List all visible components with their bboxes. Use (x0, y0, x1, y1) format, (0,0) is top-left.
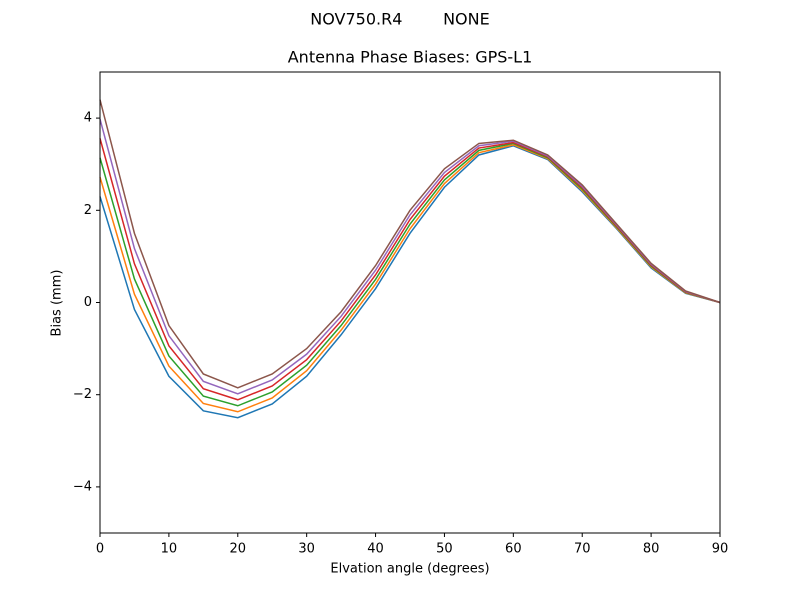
x-tick-label: 70 (574, 542, 591, 557)
y-tick-label: 0 (84, 295, 92, 310)
x-tick-label: 30 (298, 542, 315, 557)
x-tick-label: 80 (643, 542, 660, 557)
x-axis-label: Elvation angle (degrees) (330, 562, 489, 577)
x-tick-label: 0 (96, 542, 104, 557)
x-tick-label: 20 (230, 542, 247, 557)
data-line (99, 99, 721, 389)
y-tick-label: 2 (84, 203, 92, 218)
x-tick-label: 60 (505, 542, 522, 557)
x-tick-label: 50 (436, 542, 453, 557)
y-tick-label: −2 (73, 387, 92, 402)
y-axis-label: Bias (mm) (50, 270, 65, 337)
plot-frame (99, 71, 721, 534)
x-tick-label: 10 (161, 542, 178, 557)
x-tick-label: 40 (367, 542, 384, 557)
x-tick-label: 90 (712, 542, 729, 557)
y-tick-label: 4 (84, 111, 92, 126)
suptitle: NOV750.R4 NONE (310, 10, 489, 29)
chart-title: Antenna Phase Biases: GPS-L1 (288, 48, 533, 67)
y-tick-label: −4 (73, 479, 92, 494)
